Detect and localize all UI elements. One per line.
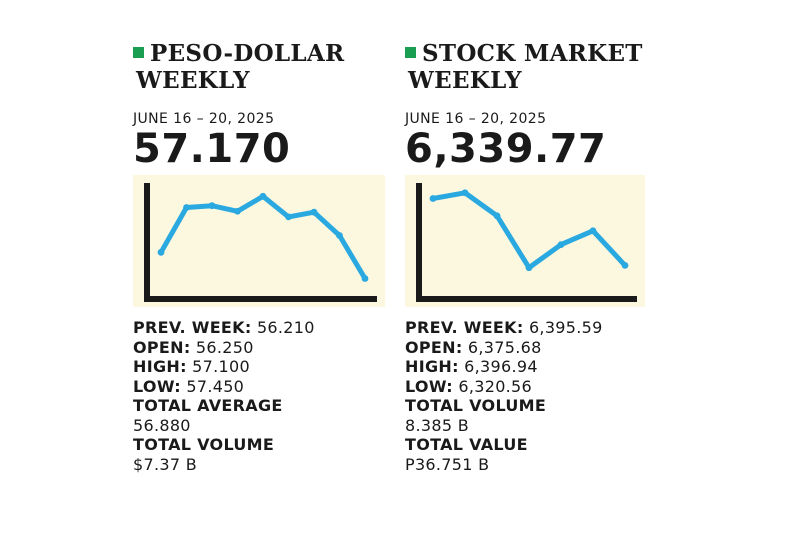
green-square-bullet-icon [133,47,144,58]
data-point [285,213,292,221]
data-point [429,195,437,202]
high-label: HIGH: [133,357,187,376]
stock-total-volume-value: 8.385 B [405,415,469,435]
stock-total-value-value: P36.751 B [405,454,490,474]
peso-date: JUNE 16 – 20, 2025 [133,111,275,127]
stock-open-row: OPEN: 6,375.68 [405,338,675,358]
data-point [461,189,469,197]
peso-high-row: HIGH: 57.100 [133,357,403,377]
data-point [493,212,501,220]
data-point [310,208,318,216]
chart-background [133,175,385,307]
green-square-bullet-icon [405,47,416,58]
prev-week-value: 6,395.59 [523,318,603,337]
peso-open-row: OPEN: 56.250 [133,338,403,358]
stock-low-row: LOW: 6,320.56 [405,377,675,397]
stock-big-value: 6,339.77 [405,126,607,172]
stock-market-title: STOCK MARKET WEEKLY [405,40,675,94]
open-label: OPEN: [133,337,191,357]
stock-stats: PREV. WEEK: 6,395.59 OPEN: 6,375.68 HIGH… [405,318,675,474]
low-value: 6,320.56 [452,376,533,396]
peso-title-line2: WEEKLY [136,67,250,94]
low-value: 57.450 [180,376,245,396]
data-point [525,264,533,272]
open-value: 6,375.68 [462,337,542,357]
peso-total-volume-value: $7.37 B [133,454,197,474]
stock-prev-week-row: PREV. WEEK: 6,395.59 [405,318,675,338]
peso-total-average-value: 56.880 [133,415,191,435]
stock-total-volume-label: TOTAL VOLUME [405,396,547,415]
peso-title-line1: PESO-DOLLAR [150,40,345,67]
stock-title-line2: WEEKLY [408,67,522,94]
peso-big-value: 57.170 [133,126,291,172]
open-value: 56.250 [190,337,254,357]
data-point [183,204,190,211]
data-point [589,227,597,235]
prev-week-label: PREV. WEEK: [133,318,252,337]
high-value: 57.100 [186,357,250,376]
peso-stats: PREV. WEEK: 56.210 OPEN: 56.250 HIGH: 57… [133,318,403,474]
data-point [234,207,241,215]
data-point [557,241,565,249]
data-point [336,232,343,239]
stock-date: JUNE 16 – 20, 2025 [405,111,547,127]
peso-prev-week-row: PREV. WEEK: 56.210 [133,318,403,338]
low-label: LOW: [133,376,181,396]
data-point [361,275,369,282]
high-value: 6,396.94 [458,357,538,376]
stock-high-row: HIGH: 6,396.94 [405,357,675,377]
low-label: LOW: [405,376,453,396]
stock-market-chart [405,175,645,307]
stock-total-value-label: TOTAL VALUE [405,435,528,454]
prev-week-value: 56.210 [251,318,315,337]
data-point [259,192,267,200]
peso-dollar-title: PESO-DOLLAR WEEKLY [133,40,403,94]
data-point [208,202,216,210]
high-label: HIGH: [405,357,459,376]
peso-total-volume-label: TOTAL VOLUME [133,435,275,454]
data-point [621,262,629,269]
peso-dollar-chart [133,175,385,307]
prev-week-label: PREV. WEEK: [405,318,524,337]
stock-market-panel: STOCK MARKET WEEKLY JUNE 16 – 20, 2025 6… [405,40,675,474]
data-point [157,248,165,256]
stock-title-line1: STOCK MARKET [422,40,643,67]
peso-total-average-label: TOTAL AVERAGE [133,396,283,415]
open-label: OPEN: [405,337,463,357]
peso-low-row: LOW: 57.450 [133,377,403,397]
peso-dollar-panel: PESO-DOLLAR WEEKLY JUNE 16 – 20, 2025 57… [133,40,403,474]
